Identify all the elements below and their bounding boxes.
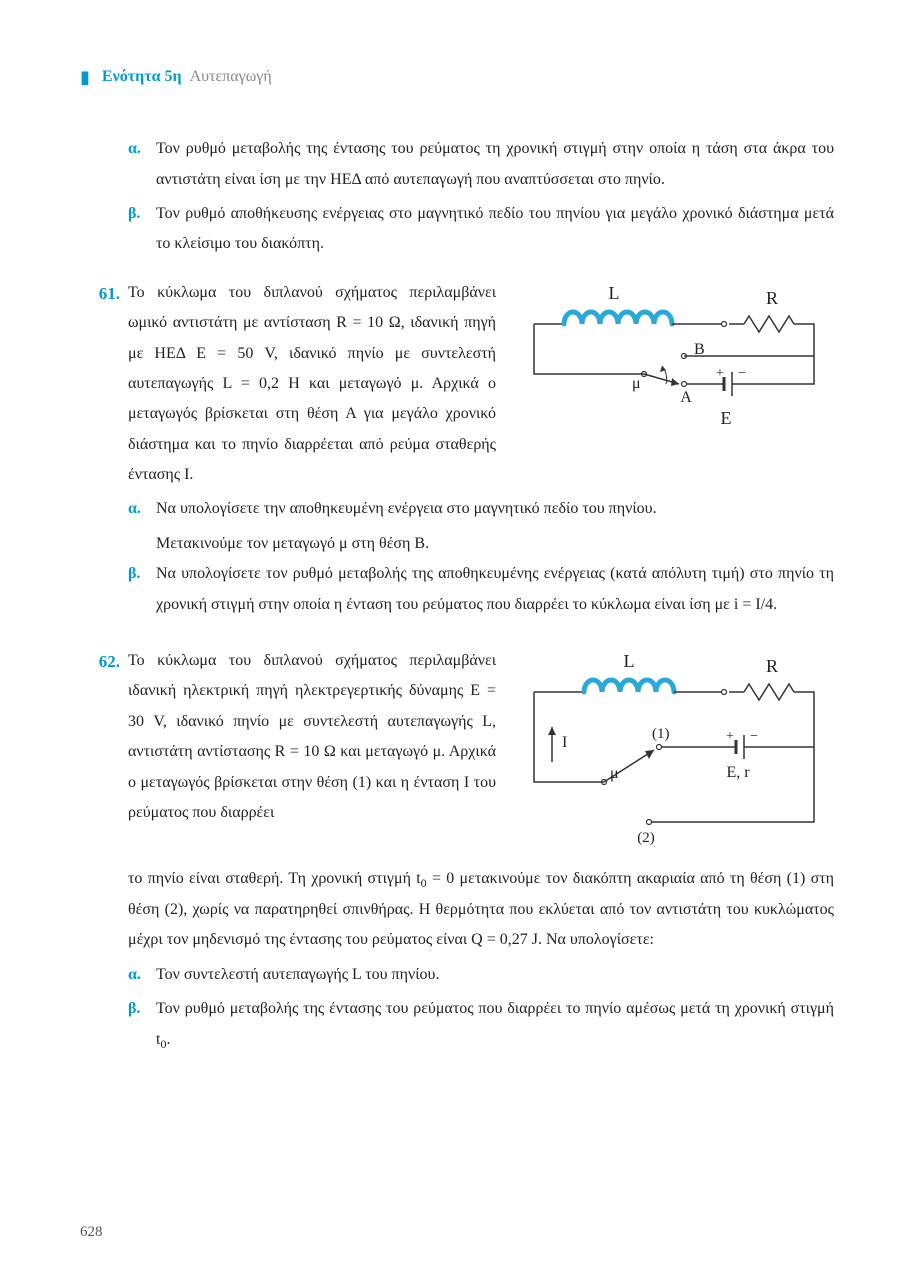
- text-beta: Τον ρυθμό αποθήκευσης ενέργειας στο μαγν…: [156, 199, 834, 260]
- q62-b-prefix: Τον ρυθμό μεταβολής της έντασης του ρεύμ…: [156, 1000, 834, 1047]
- q61-b-text: Να υπολογίσετε τον ρυθμό μεταβολής της α…: [156, 559, 834, 620]
- svg-text:μ: μ: [610, 765, 619, 782]
- svg-text:E: E: [721, 408, 732, 428]
- q62-b-suffix: .: [166, 1031, 170, 1048]
- unit-title: Αυτεπαγωγή: [190, 62, 272, 92]
- label-alpha: α.: [128, 960, 156, 990]
- svg-text:+: +: [726, 729, 734, 744]
- svg-text:(2): (2): [637, 830, 655, 846]
- q62-b: β. Τον ρυθμό μεταβολής της έντασης του ρ…: [128, 994, 834, 1055]
- bookmark-icon: ▮: [80, 60, 90, 94]
- label-alpha: α.: [128, 134, 156, 195]
- text-alpha: Τον ρυθμό μεταβολής της έντασης του ρεύμ…: [156, 134, 834, 195]
- q61-intro: Το κύκλωμα του διπλανού σχήματος περιλαμ…: [128, 278, 496, 491]
- label-alpha: α.: [128, 494, 156, 524]
- svg-text:+: +: [716, 366, 724, 381]
- question-61: 61. Το κύκλωμα του διπλανού σχήματος περ…: [80, 278, 834, 624]
- q62-intro-p1: Το κύκλωμα του διπλανού σχήματος περιλαμ…: [128, 646, 496, 862]
- q62-a: α. Τον συντελεστή αυτεπαγωγής L του πηνί…: [128, 960, 834, 990]
- q62-p2-prefix: το πηνίο είναι σταθερή. Τη χρονική στιγμ…: [128, 870, 421, 887]
- page-header: ▮ Ενότητα 5η Αυτεπαγωγή: [80, 60, 834, 94]
- q61-b: β. Να υπολογίσετε τον ρυθμό μεταβολής τη…: [128, 559, 834, 620]
- svg-text:−: −: [738, 366, 746, 381]
- item-beta: β. Τον ρυθμό αποθήκευσης ενέργειας στο μ…: [128, 199, 834, 260]
- question-62: 62. Το κύκλωμα του διπλανού σχήματος περ…: [80, 646, 834, 1060]
- svg-text:L: L: [609, 284, 620, 303]
- unit-label: Ενότητα 5η: [102, 62, 182, 92]
- item-alpha: α. Τον ρυθμό μεταβολής της έντασης του ρ…: [128, 134, 834, 195]
- q61-figure: L R + − E: [514, 278, 834, 491]
- q62-b-text: Τον ρυθμό μεταβολής της έντασης του ρεύμ…: [156, 994, 834, 1055]
- svg-text:L: L: [624, 652, 635, 671]
- svg-text:I: I: [562, 734, 567, 751]
- page-number: 628: [80, 1218, 103, 1247]
- q62-figure: L R + − E, r: [514, 646, 834, 862]
- q61-a-text: Να υπολογίσετε την αποθηκευμένη ενέργεια…: [156, 494, 834, 524]
- label-beta: β.: [128, 994, 156, 1055]
- q61-number: 61.: [80, 278, 128, 624]
- q62-a-text: Τον συντελεστή αυτεπαγωγής L του πηνίου.: [156, 960, 834, 990]
- label-beta: β.: [128, 559, 156, 620]
- svg-text:(1): (1): [652, 726, 670, 742]
- q61-between: Μετακινούμε τον μεταγωγό μ στη θέση Β.: [156, 529, 834, 559]
- q61-a: α. Να υπολογίσετε την αποθηκευμένη ενέργ…: [128, 494, 834, 524]
- svg-text:A: A: [680, 389, 692, 406]
- label-beta: β.: [128, 199, 156, 260]
- svg-text:μ: μ: [632, 375, 641, 392]
- q62-intro-p2: το πηνίο είναι σταθερή. Τη χρονική στιγμ…: [128, 864, 834, 956]
- top-items: α. Τον ρυθμό μεταβολής της έντασης του ρ…: [128, 134, 834, 260]
- svg-text:R: R: [766, 288, 778, 308]
- svg-text:E, r: E, r: [726, 764, 750, 781]
- svg-text:R: R: [766, 656, 778, 676]
- svg-text:−: −: [750, 729, 758, 744]
- q62-number: 62.: [80, 646, 128, 1060]
